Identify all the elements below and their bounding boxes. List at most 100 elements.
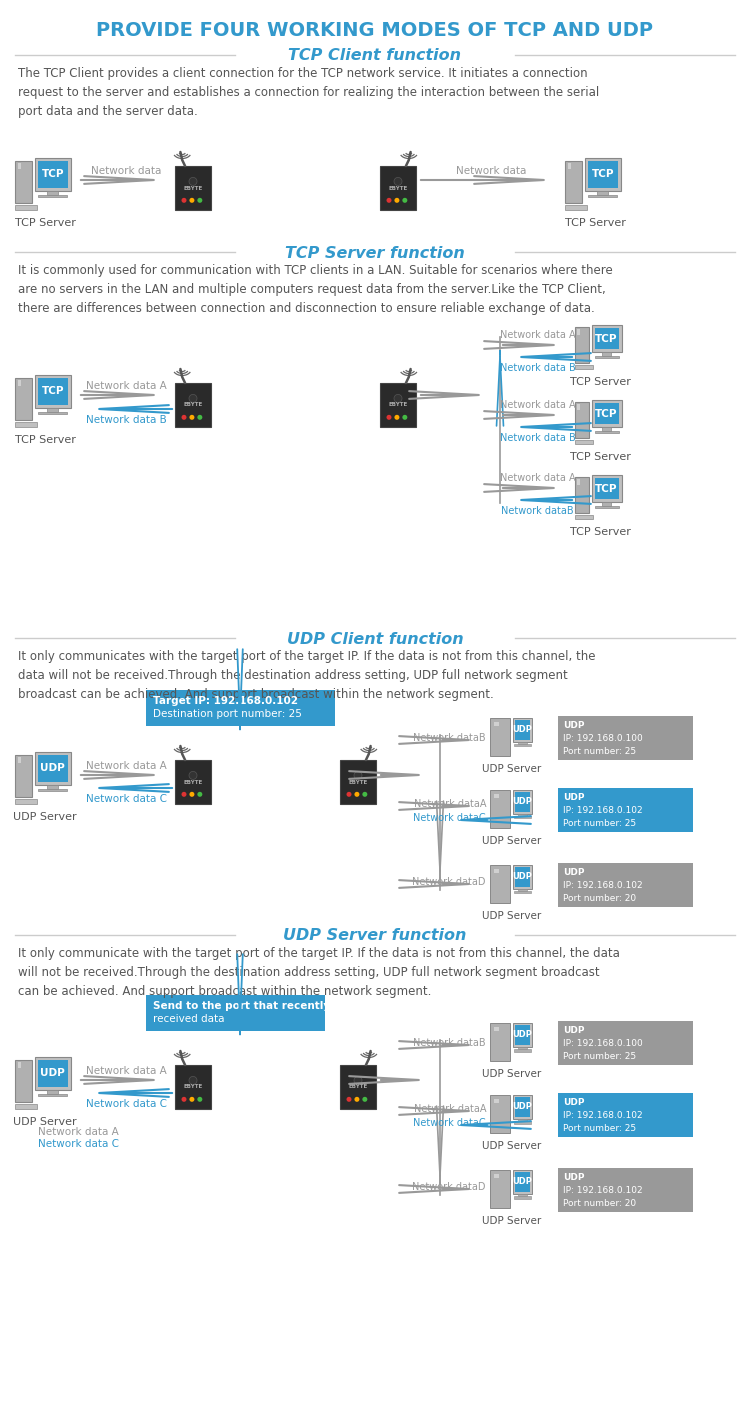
Circle shape	[190, 415, 194, 419]
Text: UDP Server: UDP Server	[13, 812, 76, 822]
Text: IP: 192.168.0.102: IP: 192.168.0.102	[563, 806, 643, 815]
FancyBboxPatch shape	[490, 865, 510, 903]
Circle shape	[402, 198, 407, 203]
Bar	[514, 744, 531, 747]
Text: UDP: UDP	[512, 1031, 532, 1039]
Circle shape	[346, 792, 352, 796]
Text: Network dataC: Network dataC	[413, 813, 486, 823]
Bar	[514, 816, 531, 819]
Text: TCP: TCP	[41, 387, 64, 397]
Text: UDP: UDP	[563, 1173, 584, 1182]
FancyBboxPatch shape	[38, 161, 68, 188]
FancyBboxPatch shape	[490, 1170, 510, 1209]
Text: UDP Server function: UDP Server function	[284, 929, 466, 944]
Circle shape	[386, 415, 392, 419]
Text: TCP Server: TCP Server	[14, 218, 76, 228]
Text: IP: 192.168.0.102: IP: 192.168.0.102	[563, 1111, 643, 1121]
FancyBboxPatch shape	[15, 422, 37, 427]
Text: Destination port number: 25: Destination port number: 25	[153, 710, 302, 720]
Text: Network dataD: Network dataD	[413, 877, 486, 887]
FancyBboxPatch shape	[592, 326, 622, 353]
Bar	[17, 164, 21, 169]
Text: Network data A: Network data A	[500, 474, 575, 483]
Bar	[38, 789, 68, 791]
Circle shape	[386, 198, 392, 203]
Text: TCP: TCP	[592, 169, 614, 179]
Bar	[602, 427, 611, 431]
FancyBboxPatch shape	[585, 158, 621, 191]
FancyBboxPatch shape	[595, 328, 619, 350]
Bar	[518, 741, 527, 744]
Text: UDP: UDP	[512, 872, 532, 882]
Text: Port number: 25: Port number: 25	[563, 819, 636, 828]
Bar	[518, 889, 527, 892]
FancyBboxPatch shape	[380, 383, 416, 427]
Text: Network dataA: Network dataA	[413, 799, 486, 809]
FancyBboxPatch shape	[515, 867, 529, 886]
Circle shape	[197, 792, 202, 796]
Text: Network data C: Network data C	[86, 1099, 167, 1109]
FancyBboxPatch shape	[588, 161, 618, 188]
Bar	[17, 757, 21, 764]
FancyBboxPatch shape	[146, 690, 335, 727]
Text: TCP Server: TCP Server	[14, 435, 76, 445]
Text: Port number: 20: Port number: 20	[563, 1199, 636, 1209]
Text: EBYTE: EBYTE	[388, 402, 408, 408]
Bar	[577, 330, 580, 334]
Circle shape	[182, 415, 187, 419]
Text: TCP: TCP	[596, 483, 618, 493]
Text: UDP: UDP	[512, 1102, 532, 1111]
Text: TCP Server: TCP Server	[569, 377, 631, 387]
Text: EBYTE: EBYTE	[183, 1085, 203, 1089]
FancyBboxPatch shape	[175, 166, 211, 210]
FancyBboxPatch shape	[175, 383, 211, 427]
FancyBboxPatch shape	[513, 865, 532, 889]
Bar	[595, 506, 619, 508]
FancyBboxPatch shape	[558, 863, 693, 907]
FancyBboxPatch shape	[513, 1170, 532, 1193]
Text: Network dataD: Network dataD	[413, 1182, 486, 1192]
Circle shape	[182, 792, 187, 796]
Bar	[494, 1027, 499, 1031]
Text: TCP Server function: TCP Server function	[285, 246, 465, 260]
FancyBboxPatch shape	[558, 1167, 693, 1212]
Text: Network dataB: Network dataB	[413, 732, 486, 744]
Circle shape	[189, 394, 197, 402]
Bar	[577, 404, 580, 410]
Text: It only communicates with the target port of the target IP. If the data is not f: It only communicates with the target por…	[18, 650, 596, 701]
Text: The TCP Client provides a client connection for the TCP network service. It init: The TCP Client provides a client connect…	[18, 67, 599, 118]
FancyBboxPatch shape	[595, 478, 619, 499]
FancyBboxPatch shape	[34, 158, 70, 191]
Bar	[17, 1062, 21, 1068]
Text: IP: 192.168.0.102: IP: 192.168.0.102	[563, 882, 643, 890]
Bar	[38, 195, 68, 198]
FancyBboxPatch shape	[515, 1025, 529, 1045]
Bar	[47, 191, 58, 195]
Circle shape	[394, 415, 400, 419]
FancyBboxPatch shape	[15, 1059, 32, 1102]
Text: Network data A: Network data A	[86, 1066, 166, 1076]
FancyBboxPatch shape	[38, 1059, 68, 1086]
FancyBboxPatch shape	[513, 1095, 532, 1119]
Text: It only communicate with the target port of the target IP. If the data is not fr: It only communicate with the target port…	[18, 947, 620, 998]
Text: Network data A: Network data A	[86, 761, 166, 771]
Text: Network data B: Network data B	[500, 363, 575, 373]
FancyBboxPatch shape	[146, 995, 325, 1031]
Text: UDP: UDP	[563, 1098, 584, 1106]
Circle shape	[362, 792, 368, 796]
Circle shape	[355, 1096, 359, 1102]
Bar	[518, 1119, 527, 1121]
Bar	[577, 479, 580, 485]
FancyBboxPatch shape	[15, 755, 32, 796]
FancyBboxPatch shape	[558, 1094, 693, 1138]
Bar	[47, 408, 58, 411]
FancyBboxPatch shape	[490, 791, 510, 828]
Bar	[598, 191, 608, 195]
Bar	[518, 1193, 527, 1196]
Text: Port number: 25: Port number: 25	[563, 747, 636, 757]
Text: UDP Server: UDP Server	[482, 1069, 542, 1079]
Text: IP: 192.168.0.102: IP: 192.168.0.102	[563, 1186, 643, 1194]
Text: TCP Server: TCP Server	[565, 218, 626, 228]
Text: IP: 192.168.0.100: IP: 192.168.0.100	[563, 1039, 643, 1048]
FancyBboxPatch shape	[340, 759, 376, 803]
